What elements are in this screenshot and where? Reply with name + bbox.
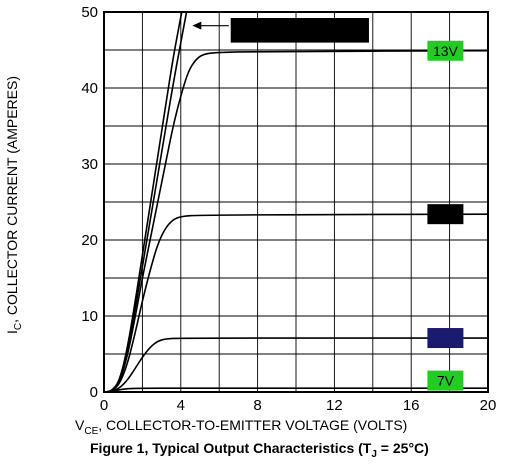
caption-tail: = 25°C) <box>376 440 429 456</box>
y-tick-label: 40 <box>81 80 98 97</box>
annotation-redacted-box <box>230 18 369 43</box>
series-label-text: 7V <box>437 373 455 389</box>
y-axis-label-tail: , COLLECTOR CURRENT (AMPERES) <box>4 76 21 323</box>
x-axis-label-sub: CE <box>84 425 99 437</box>
x-axis-label-main: V <box>75 417 85 433</box>
series-curve-unlabeled-5 <box>104 12 183 392</box>
series-label-text: 13V <box>433 43 459 59</box>
x-tick-label: 0 <box>100 397 108 414</box>
series-label-box <box>427 328 464 349</box>
x-tick-label: 12 <box>326 397 343 414</box>
caption-sub: J <box>371 448 377 460</box>
y-tick-label: 20 <box>81 232 98 249</box>
series-curve-9V <box>104 337 488 392</box>
y-axis-label-main: I <box>4 330 21 334</box>
y-tick-label: 50 <box>81 4 98 21</box>
y-tick-label: 10 <box>81 308 98 325</box>
series-label-box <box>427 370 464 391</box>
figure-caption: Figure 1, Typical Output Characteristics… <box>90 440 520 460</box>
x-axis-label: VCE, COLLECTOR-TO-EMITTER VOLTAGE (VOLTS… <box>75 417 515 437</box>
x-axis-label-tail: , COLLECTOR-TO-EMITTER VOLTAGE (VOLTS) <box>98 417 408 433</box>
series-label-box <box>427 204 464 225</box>
y-axis-label-sub: C <box>12 322 24 331</box>
y-tick-label: 0 <box>90 384 98 401</box>
y-tick-label: 30 <box>81 156 98 173</box>
caption-main: Figure 1, Typical Output Characteristics… <box>90 440 372 456</box>
series-label-box <box>427 40 464 61</box>
x-tick-label: 16 <box>403 397 420 414</box>
plot-frame <box>103 11 489 393</box>
series-label-text: 9V <box>437 330 455 346</box>
y-axis-label: IC, COLLECTOR CURRENT (AMPERES) <box>4 76 24 334</box>
x-tick-label: 20 <box>480 397 497 414</box>
x-tick-label: 4 <box>177 397 185 414</box>
x-tick-label: 8 <box>253 397 261 414</box>
annotation-arrow-head <box>192 21 202 30</box>
